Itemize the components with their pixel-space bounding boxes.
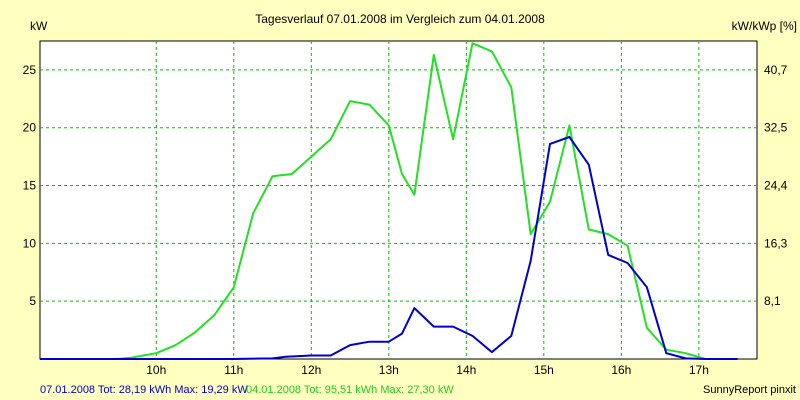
y-tick-label-left: 15 [23, 179, 37, 193]
footer-green-summary: 04.01.2008 Tot: 95,51 kWh Max: 27,30 kW [246, 384, 454, 396]
y-tick-label-right: 8,1 [764, 294, 781, 308]
x-tick-label: 10h [146, 363, 166, 377]
y-tick-label-right: 16,3 [764, 236, 788, 250]
grid [40, 41, 757, 359]
y-axis-label-left: kW [30, 19, 48, 33]
x-tick-label: 15h [534, 363, 554, 377]
x-tick-label: 16h [611, 363, 631, 377]
y-tick-label-right: 40,7 [764, 63, 788, 77]
y-tick-label-left: 20 [23, 121, 37, 135]
y-tick-label-left: 5 [29, 294, 36, 308]
tick-labels: 10h 11h 12h 13h 14h 15h 16h 17h 5 8,1 10 16,3 15 24,4… [23, 63, 788, 377]
footer-blue-summary: 07.01.2008 Tot: 28,19 kWh Max: 19,29 kW [40, 384, 248, 396]
y-tick-label-right: 32,5 [764, 121, 788, 135]
y-tick-label-left: 10 [23, 236, 37, 250]
y-axis-label-right: kW/kWp [%] [732, 19, 797, 33]
x-tick-label: 14h [456, 363, 476, 377]
x-tick-label: 13h [379, 363, 399, 377]
series-lines [40, 42, 738, 360]
y-tick-label-right: 24,4 [764, 179, 788, 193]
plot-area [39, 40, 758, 360]
footer-credit: SunnyReport pinxit [703, 384, 796, 396]
series-line-04.01.2008 [40, 42, 738, 360]
x-tick-label: 12h [301, 363, 321, 377]
x-tick-label: 17h [689, 363, 709, 377]
y-tick-label-left: 25 [23, 63, 37, 77]
x-tick-label: 11h [224, 363, 243, 377]
chart-title: Tagesverlauf 07.01.2008 im Vergleich zum… [255, 12, 545, 26]
series-line-07.01.2008 [40, 136, 738, 360]
